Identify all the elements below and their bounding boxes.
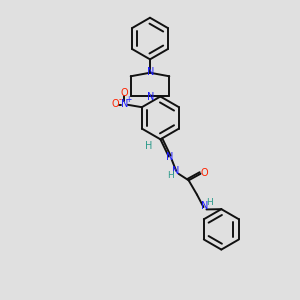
Text: H: H [206, 198, 213, 207]
Text: N: N [172, 167, 179, 176]
Text: N: N [166, 152, 174, 162]
Text: O: O [112, 99, 119, 109]
Text: H: H [145, 141, 152, 151]
Text: N: N [147, 92, 155, 101]
Text: O: O [200, 168, 208, 178]
Text: N: N [121, 99, 128, 109]
Text: -: - [118, 95, 122, 104]
Text: O: O [121, 88, 128, 98]
Text: N: N [201, 202, 209, 212]
Text: +: + [126, 95, 132, 104]
Text: H: H [167, 171, 174, 180]
Text: N: N [147, 67, 155, 77]
